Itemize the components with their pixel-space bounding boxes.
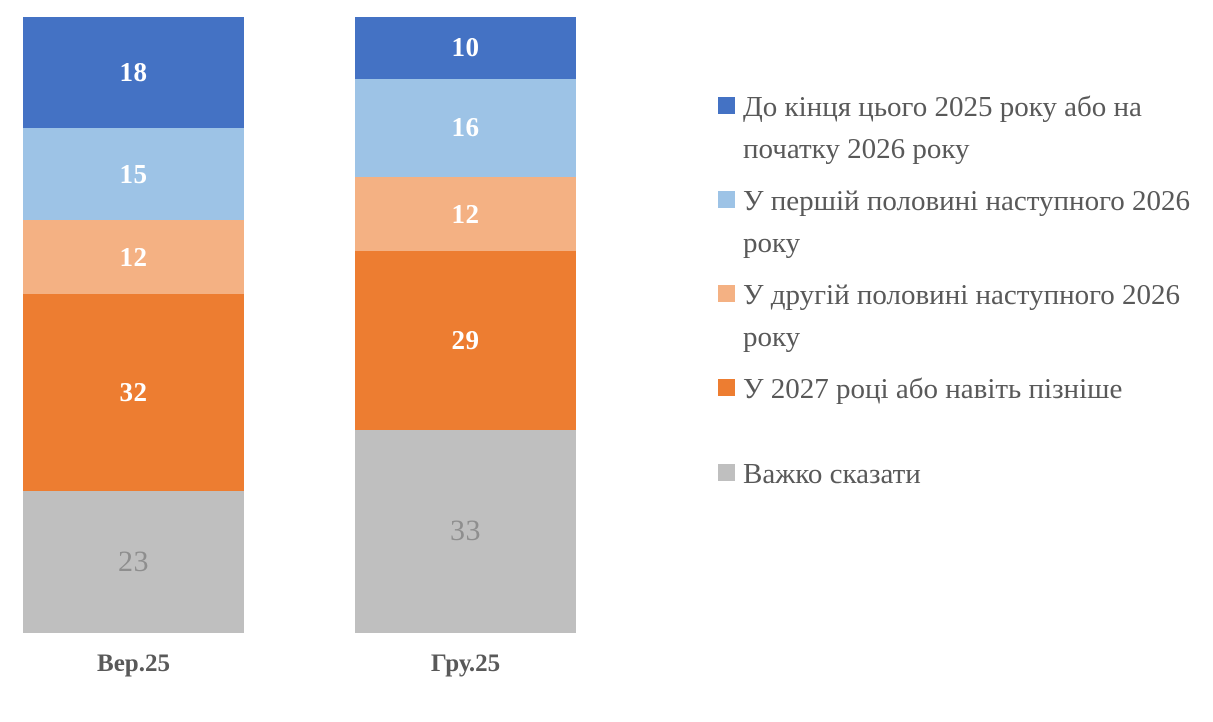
segment-value-label: 16 [451,112,480,143]
legend-swatch-light-blue [718,191,735,209]
legend-item: У другій половині наступного 2026 року [718,274,1210,358]
segment-value-label: 29 [451,324,480,355]
segment-value-label: 10 [451,32,480,63]
bar-segment: 16 [355,78,576,178]
legend-item: У першій половині наступного 2026 року [718,180,1210,264]
segment-value-label: 12 [119,241,148,272]
legend-label: До кінця цього 2025 року або на початку … [743,91,1142,166]
legend-item: Важко сказати [718,453,1210,495]
category-label-ver25: Вер.25 [97,650,170,677]
legend-label: Важко сказати [743,458,921,491]
legend-swatch-orange [718,379,735,397]
plot-area: 18 15 12 32 23 10 16 12 [23,17,576,677]
segment-value-label: 15 [119,158,148,189]
bar-segment: 23 [23,491,244,633]
segment-value-label: 33 [450,514,481,548]
bar-column-gru25: 10 16 12 29 33 [355,17,576,633]
bar-segment: 29 [355,251,576,430]
legend-label: У першій половині наступного 2026 року [743,185,1190,260]
segment-value-label: 32 [119,377,148,408]
bar-segment: 12 [23,220,244,295]
bar-segment: 33 [355,429,576,633]
legend-item: У 2027 році або навіть пізніше [718,368,1210,410]
bar-segment: 10 [355,17,576,79]
legend-item: До кінця цього 2025 року або на початку … [718,86,1210,170]
legend: До кінця цього 2025 року або на початку … [718,86,1210,505]
legend-label: У другій половині наступного 2026 року [743,279,1181,354]
bar-column-ver25: 18 15 12 32 23 [23,17,244,633]
segment-value-label: 23 [118,545,149,579]
segment-value-label: 12 [451,198,480,229]
legend-swatch-light-orange [718,285,735,303]
bar-segment: 15 [23,127,244,221]
legend-swatch-dark-blue [718,97,735,114]
category-label-gru25: Гру.25 [430,650,501,677]
bar-segment: 18 [23,17,244,128]
legend-label: У 2027 році або навіть пізніше [743,373,1123,406]
legend-swatch-gray [718,464,735,482]
segment-value-label: 18 [119,56,148,87]
bar-segment: 12 [355,177,576,252]
bar-segment: 32 [23,294,244,492]
